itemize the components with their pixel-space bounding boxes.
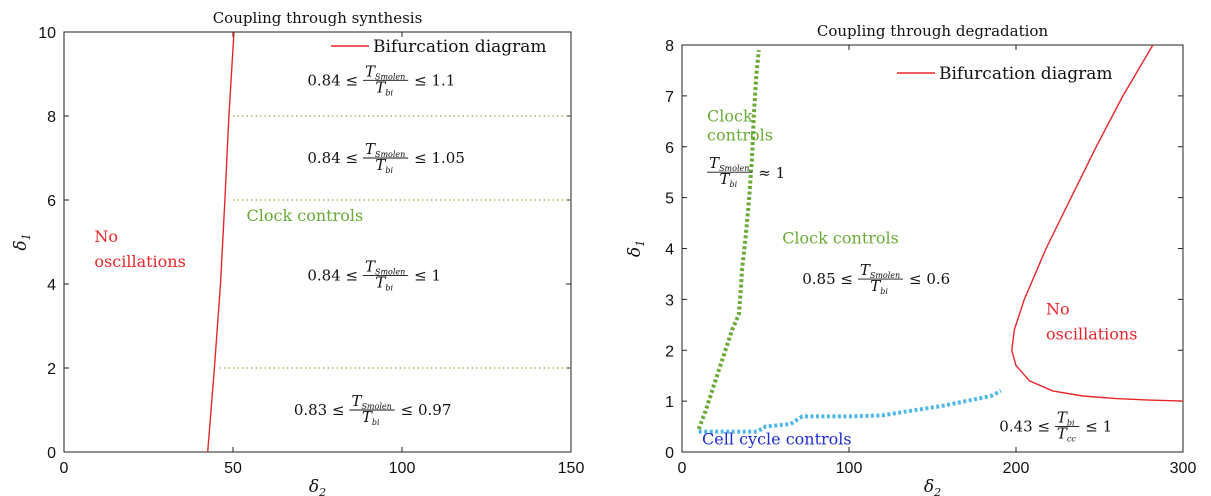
- legend-label: Bifurcation diagram: [939, 64, 1113, 84]
- x-tick-label: 0: [60, 460, 69, 477]
- range-lower: 0.84 ≤: [307, 149, 358, 167]
- annotation-no_osc: oscillations: [1046, 325, 1137, 344]
- annotation-no_osc: oscillations: [94, 252, 185, 271]
- fraction-denominator-sub: cc: [1067, 435, 1076, 444]
- legend-label: Bifurcation diagram: [373, 37, 547, 57]
- y-tick-label: 4: [665, 242, 674, 259]
- fraction-numerator-sub: Smolen: [375, 150, 405, 159]
- fraction-numerator-sub: Smolen: [375, 268, 405, 277]
- x-tick-label: 0: [678, 460, 687, 477]
- y-tick-label: 3: [665, 292, 674, 309]
- annotation-cell: Cell cycle controls: [702, 429, 852, 448]
- chart-title: Coupling through synthesis: [213, 9, 423, 27]
- y-tick-label: 6: [47, 193, 56, 210]
- range-lower: 0.85 ≤: [802, 270, 853, 288]
- range-lower: 0.43 ≤: [999, 418, 1050, 436]
- range-upper: ≤ 0.6: [909, 270, 950, 288]
- y-axis-label-sub: 1: [634, 240, 647, 247]
- y-axis-label: δ1: [11, 233, 33, 250]
- range-lower: 0.83 ≤: [294, 401, 345, 419]
- y-tick-label: 8: [47, 109, 56, 126]
- x-tick-label: 150: [558, 460, 585, 477]
- plot-frame: [681, 44, 1184, 453]
- chart-title: Coupling through degradation: [817, 22, 1049, 40]
- fraction-denominator-sub: bi: [385, 284, 393, 293]
- y-tick-label: 7: [665, 89, 674, 106]
- x-tick-label: 100: [389, 460, 416, 477]
- range-upper: ≤ 1.1: [414, 71, 455, 89]
- series-line-bifurcation: [207, 31, 235, 453]
- fraction-denominator-sub: bi: [372, 418, 380, 427]
- chart-2: Coupling through degradation 0 100 200 300 0 1…: [625, 22, 1196, 496]
- y-tick-label: 6: [665, 140, 674, 157]
- annotation-approx: ≈ 1: [758, 164, 785, 182]
- y-tick-label: 0: [47, 445, 56, 462]
- annotation-no_osc: No: [1046, 300, 1070, 319]
- range-upper: ≤ 1: [1085, 418, 1112, 436]
- series-line-2: [698, 389, 1002, 434]
- range-upper: ≤ 0.97: [401, 401, 452, 419]
- y-tick-label: 8: [665, 38, 674, 55]
- range-lower: 0.84 ≤: [307, 267, 358, 285]
- y-axis-label: δ1: [625, 240, 647, 257]
- fraction-numerator-sub: Smolen: [719, 164, 749, 173]
- y-tick-label: 2: [47, 361, 56, 378]
- y-axis-label-sub: 1: [20, 233, 33, 240]
- annotation-clock_top: Clock: [707, 106, 753, 125]
- y-tick-label: 5: [665, 191, 674, 208]
- annotation-no_osc: No: [94, 227, 118, 246]
- fraction-numerator-sub: Smolen: [375, 72, 405, 81]
- x-axis-label-sub: 2: [318, 486, 326, 496]
- y-tick-label: 10: [38, 25, 56, 42]
- plot-frame: [63, 31, 572, 453]
- fraction-numerator-sub: bi: [1067, 419, 1075, 428]
- x-axis-label: δ2: [924, 477, 941, 496]
- x-tick-label: 100: [836, 460, 863, 477]
- range-upper: ≤ 1: [414, 267, 441, 285]
- fraction-denominator-sub: bi: [880, 287, 888, 296]
- x-axis-label-sub: 2: [933, 486, 941, 496]
- y-tick-label: 0: [665, 445, 674, 462]
- y-tick-label: 1: [665, 394, 674, 411]
- annotation-clock_mid: Clock controls: [782, 228, 899, 247]
- x-axis-label: δ2: [309, 477, 326, 496]
- chart-1: Coupling through synthesis 0 50 100 150 0 2 4 6 8…: [11, 9, 584, 496]
- y-tick-label: 4: [47, 277, 56, 294]
- range-lower: 0.84 ≤: [307, 71, 358, 89]
- fraction-denominator-sub: bi: [729, 180, 737, 189]
- annotation-clock_top: controls: [707, 125, 773, 144]
- fraction-numerator-sub: Smolen: [870, 271, 900, 280]
- fraction-numerator-sub: Smolen: [361, 402, 391, 411]
- range-upper: ≤ 1.05: [414, 149, 465, 167]
- fraction-denominator-sub: bi: [385, 166, 393, 175]
- x-tick-label: 50: [224, 460, 242, 477]
- x-tick-label: 200: [1003, 460, 1030, 477]
- series-line-bifurcation: [1011, 44, 1184, 402]
- x-tick-label: 300: [1170, 460, 1197, 477]
- y-tick-label: 2: [665, 343, 674, 360]
- fraction-denominator-sub: bi: [385, 88, 393, 97]
- annotation-clock: Clock controls: [247, 206, 364, 225]
